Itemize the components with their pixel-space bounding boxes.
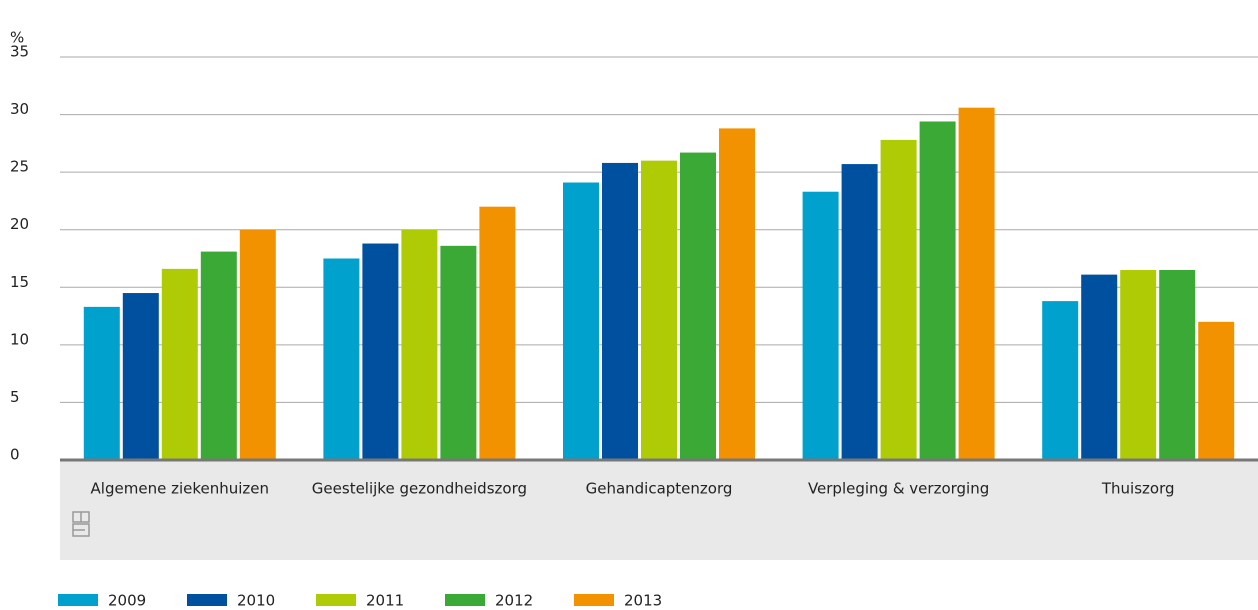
bar — [401, 229, 438, 460]
bar — [200, 251, 237, 460]
bar — [1042, 301, 1079, 460]
bar — [239, 229, 276, 460]
bar — [122, 293, 159, 460]
bar — [440, 245, 477, 460]
bar — [1081, 274, 1118, 460]
legend-swatch — [187, 594, 227, 606]
bar — [323, 258, 360, 460]
legend-swatch — [445, 594, 485, 606]
y-tick-label: 0 — [10, 446, 20, 464]
legend-swatch — [574, 594, 614, 606]
y-tick-label: 5 — [10, 388, 20, 406]
legend-label: 2010 — [237, 592, 275, 610]
legend-swatch — [316, 594, 356, 606]
bar — [83, 306, 120, 460]
bar — [602, 162, 638, 460]
x-tick-label: Verpleging & verzorging — [808, 480, 989, 498]
bar — [880, 139, 917, 460]
y-tick-label: 15 — [10, 273, 29, 291]
bar — [641, 160, 677, 460]
y-axis-label: % — [10, 29, 24, 47]
bar — [161, 268, 198, 460]
y-tick-label: 25 — [10, 158, 29, 176]
x-tick-label: Geestelijke gezondheidszorg — [312, 480, 527, 498]
y-tick-label: 30 — [10, 100, 29, 118]
bar — [680, 152, 716, 460]
legend-swatch — [58, 594, 98, 606]
y-tick-label: 10 — [10, 330, 29, 348]
y-tick-label: 20 — [10, 215, 29, 233]
y-tick-label: 35 — [10, 43, 29, 61]
x-tick-label: Algemene ziekenhuizen — [91, 480, 269, 498]
bar — [1120, 270, 1157, 460]
x-tick-label: Gehandicaptenzorg — [586, 480, 733, 498]
bar — [1159, 270, 1196, 460]
bar — [362, 243, 399, 460]
logo — [72, 511, 90, 537]
category-band — [60, 460, 1258, 560]
bar — [958, 107, 995, 461]
legend-label: 2012 — [495, 592, 533, 610]
bar — [1198, 321, 1235, 460]
legend-label: 2013 — [624, 592, 662, 610]
legend-label: 2009 — [108, 592, 146, 610]
x-tick-label: Thuiszorg — [1101, 480, 1175, 498]
bar — [563, 182, 599, 460]
bar — [479, 206, 516, 460]
bar — [841, 164, 878, 460]
bar — [802, 191, 839, 460]
legend-label: 2011 — [366, 592, 404, 610]
bar — [719, 128, 755, 461]
bar — [919, 121, 956, 460]
